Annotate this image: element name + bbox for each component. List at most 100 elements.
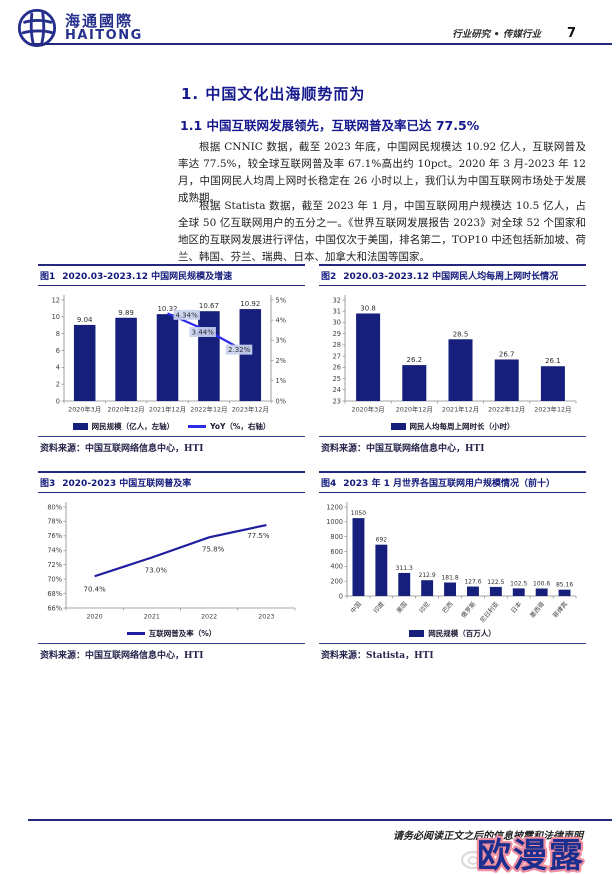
figure-2-legend: 网民人均每周上网时长（小时） — [319, 421, 586, 432]
figure-3-source: 资料来源：中国互联网络信息中心，HTI — [38, 643, 305, 665]
svg-text:2021年12月: 2021年12月 — [442, 405, 479, 414]
svg-text:0: 0 — [56, 397, 60, 405]
svg-text:2023年12月: 2023年12月 — [232, 405, 269, 414]
svg-text:2021年12月: 2021年12月 — [149, 405, 186, 414]
svg-text:26.7: 26.7 — [499, 350, 515, 358]
haitong-logo: 海通國際 HAITONG — [16, 7, 143, 49]
watermark-text: 欧漫露 — [475, 834, 586, 874]
svg-text:尼日利亚: 尼日利亚 — [478, 600, 500, 624]
svg-text:28.5: 28.5 — [453, 330, 469, 338]
svg-text:5%: 5% — [276, 296, 286, 304]
svg-text:80%: 80% — [47, 503, 62, 511]
svg-text:26.2: 26.2 — [407, 356, 423, 364]
legend-item: 网民规模（百万人） — [409, 628, 496, 639]
svg-text:2023: 2023 — [258, 613, 274, 621]
footer-disclaimer: 请务必阅读正文之后的信息披露和法律声明 — [393, 831, 583, 842]
svg-text:692: 692 — [376, 537, 388, 544]
logo-text: 海通國際 HAITONG — [65, 13, 143, 44]
breadcrumb: 行业研究 • 传媒行业 — [452, 29, 541, 40]
svg-text:66%: 66% — [47, 604, 62, 612]
logo-en: HAITONG — [65, 28, 143, 44]
figure-3-label: 图3 — [40, 479, 56, 489]
legend-item: YoY（%，右轴） — [188, 421, 270, 432]
figure-3-legend: 互联网普及率（%） — [38, 628, 305, 639]
legend-item: 网民规模（亿人，左轴） — [72, 421, 175, 432]
svg-text:2023年12月: 2023年12月 — [534, 405, 571, 414]
svg-text:78%: 78% — [47, 518, 62, 526]
svg-text:32: 32 — [333, 296, 341, 304]
subsection-title: 1.1 中国互联网发展领先，互联网普及率已达 77.5% — [180, 118, 480, 133]
svg-text:26: 26 — [333, 364, 341, 372]
svg-text:31: 31 — [333, 308, 341, 316]
svg-text:127.6: 127.6 — [464, 579, 481, 586]
svg-text:85.16: 85.16 — [556, 582, 573, 589]
svg-text:巴西: 巴西 — [441, 601, 454, 615]
svg-text:印度: 印度 — [372, 600, 386, 615]
section-title: 1. 中国文化出海顺势而为 — [181, 85, 366, 103]
svg-text:俄罗斯: 俄罗斯 — [459, 600, 477, 619]
svg-text:72%: 72% — [47, 561, 62, 569]
svg-text:9.04: 9.04 — [77, 316, 93, 324]
svg-text:73.0%: 73.0% — [145, 567, 168, 575]
svg-text:2020: 2020 — [86, 613, 102, 621]
svg-text:3.44%: 3.44% — [192, 329, 215, 337]
svg-text:102.5: 102.5 — [510, 580, 527, 587]
svg-text:2020年3月: 2020年3月 — [352, 405, 385, 414]
legend-label: 网民规模（百万人） — [428, 629, 496, 638]
svg-text:1%: 1% — [276, 377, 286, 385]
figure-3-name: 2020-2023 中国互联网普及率 — [62, 479, 192, 489]
svg-text:6: 6 — [56, 347, 60, 355]
figure-4-legend: 网民规模（百万人） — [319, 628, 586, 639]
figure-1-chart: 0 2 4 6 8 10 12 0% 1% 2% 3% 4% 5% 9.04 9.89 10.32 10.67 1… — [52, 295, 286, 414]
svg-text:3%: 3% — [276, 337, 286, 345]
legend-label: 互联网普及率（%） — [148, 629, 217, 638]
svg-text:1000: 1000 — [326, 518, 343, 526]
svg-text:29: 29 — [333, 330, 341, 338]
svg-text:0: 0 — [339, 592, 343, 600]
svg-text:欧漫露: 欧漫露 — [477, 836, 585, 874]
figure-4-title: 图4 2023 年 1 月世界各国互联网用户规模情况（前十） — [319, 471, 586, 493]
svg-text:10: 10 — [52, 313, 60, 321]
svg-text:74%: 74% — [47, 547, 62, 555]
svg-text:10.92: 10.92 — [240, 300, 260, 308]
legend-label: 网民规模（亿人，左轴） — [91, 422, 175, 431]
svg-text:122.5: 122.5 — [487, 579, 504, 586]
svg-text:墨西哥: 墨西哥 — [529, 601, 546, 620]
figure-2-title: 图2 2020.03-2023.12 中国网民人均每周上网时长情况 — [319, 264, 586, 286]
figure-3-chart: 66% 68% 70% 72% 74% 76% 78% 80% 70.4% 73.0% 75.8% 7… — [47, 502, 296, 621]
legend-item: 网民人均每周上网时长（小时） — [390, 421, 515, 432]
footer-divider — [28, 819, 612, 821]
legend-item: 互联网普及率（%） — [126, 628, 217, 639]
figure-1-name: 2020.03-2023.12 中国网民规模及增速 — [62, 272, 233, 282]
weibo-watermark-icon — [460, 848, 492, 870]
svg-text:2021: 2021 — [144, 613, 160, 621]
svg-text:印尼: 印尼 — [418, 601, 431, 615]
svg-text:2022年12月: 2022年12月 — [190, 405, 227, 414]
legend-label: 网民人均每周上网时长（小时） — [409, 422, 515, 431]
figure-2: 图2 2020.03-2023.12 中国网民人均每周上网时长情况 23 24 25… — [319, 264, 586, 458]
svg-text:70.4%: 70.4% — [84, 585, 107, 593]
svg-text:77.5%: 77.5% — [247, 532, 270, 540]
svg-text:26.1: 26.1 — [545, 357, 561, 365]
svg-text:10.32: 10.32 — [157, 305, 177, 313]
legend-line-swatch — [188, 425, 207, 428]
svg-text:181.8: 181.8 — [441, 575, 458, 582]
svg-text:2020年12月: 2020年12月 — [108, 405, 145, 414]
figure-3-title: 图3 2020-2023 中国互联网普及率 — [38, 471, 305, 493]
haitong-logo-icon — [17, 8, 57, 48]
figure-4-source: 资料来源：Statista，HTI — [319, 643, 586, 665]
figure-3: 图3 2020-2023 中国互联网普及率 66% 68% 70% 72% 74% 76%… — [38, 471, 305, 665]
legend-square-swatch — [390, 423, 406, 430]
svg-text:日本: 日本 — [509, 600, 523, 615]
svg-text:8: 8 — [56, 330, 60, 338]
svg-text:400: 400 — [330, 563, 343, 571]
svg-text:0%: 0% — [276, 397, 286, 405]
paragraph-2: 根据 Statista 数据，截至 2023 年 1 月，中国互联网用户规模达 … — [178, 200, 586, 263]
svg-text:311.3: 311.3 — [396, 565, 413, 572]
svg-text:1200: 1200 — [326, 503, 343, 511]
logo-cn: 海通國際 — [65, 11, 134, 30]
svg-text:76%: 76% — [47, 532, 62, 540]
legend-square-swatch — [72, 423, 88, 430]
figure-1: 图1 2020.03-2023.12 中国网民规模及增速 0 2 4 6 8 10 12 0%… — [38, 264, 305, 458]
